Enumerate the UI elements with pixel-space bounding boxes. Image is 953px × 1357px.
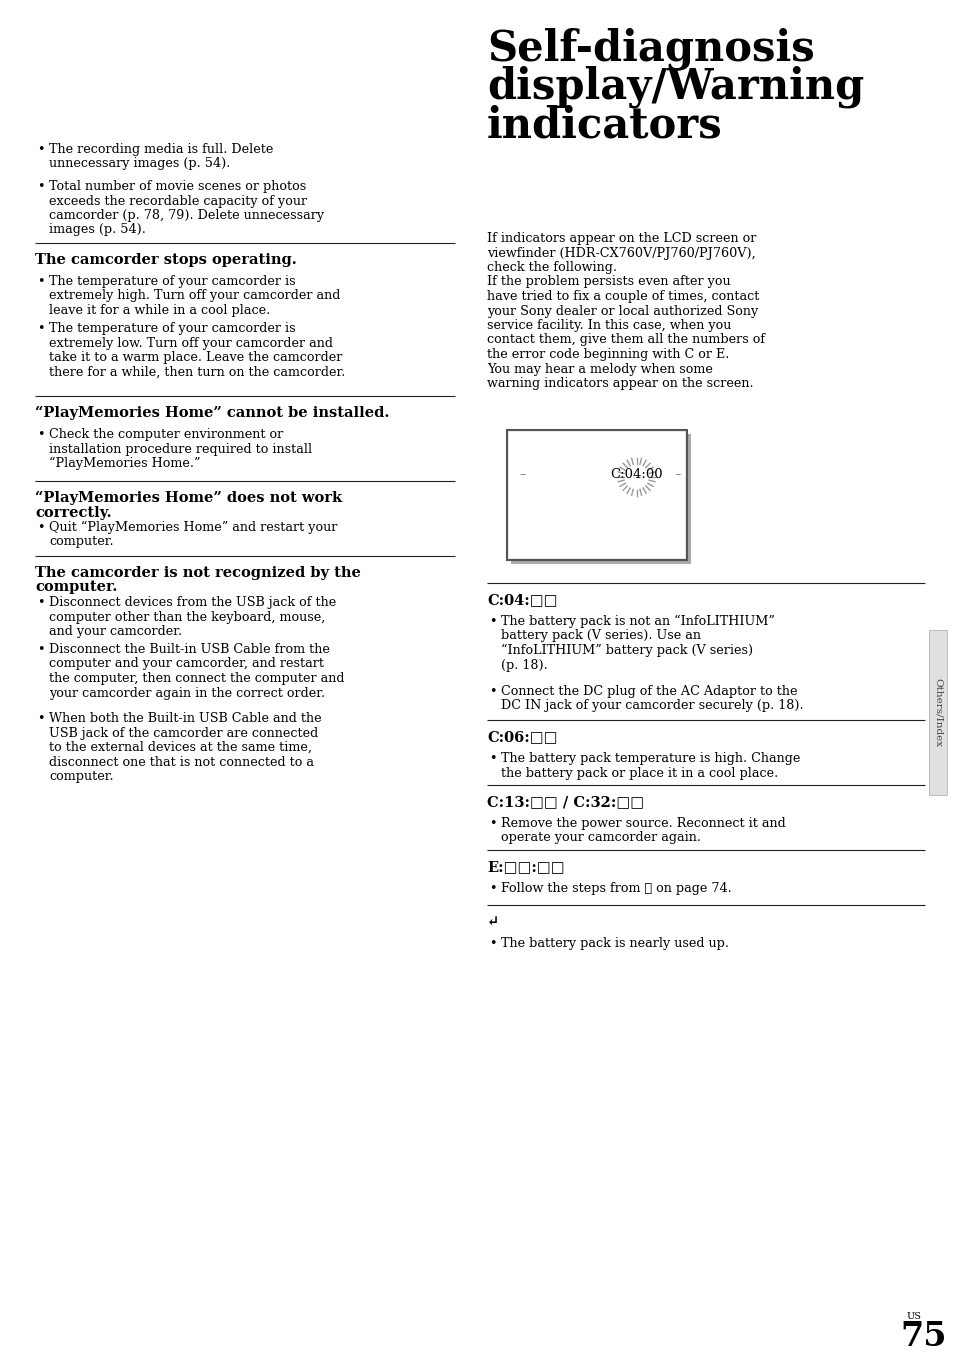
Text: US: US xyxy=(906,1312,921,1320)
Text: correctly.: correctly. xyxy=(35,506,112,520)
Text: When both the Built-in USB Cable and the: When both the Built-in USB Cable and the xyxy=(49,712,321,725)
Text: Disconnect devices from the USB jack of the: Disconnect devices from the USB jack of … xyxy=(49,596,335,609)
Text: •: • xyxy=(37,275,45,288)
Text: extremely high. Turn off your camcorder and: extremely high. Turn off your camcorder … xyxy=(49,289,340,303)
Text: computer.: computer. xyxy=(35,581,117,594)
Text: there for a while, then turn on the camcorder.: there for a while, then turn on the camc… xyxy=(49,365,345,379)
Text: the battery pack or place it in a cool place.: the battery pack or place it in a cool p… xyxy=(500,767,778,779)
Text: your camcorder again in the correct order.: your camcorder again in the correct orde… xyxy=(49,687,325,699)
Text: C:06:□□: C:06:□□ xyxy=(486,730,557,744)
Text: “InfoLITHIUM” battery pack (V series): “InfoLITHIUM” battery pack (V series) xyxy=(500,645,752,657)
Text: •: • xyxy=(37,180,45,193)
Text: Quit “PlayMemories Home” and restart your: Quit “PlayMemories Home” and restart you… xyxy=(49,521,337,535)
Text: –: – xyxy=(674,468,680,482)
Text: •: • xyxy=(489,615,496,628)
Text: and your camcorder.: and your camcorder. xyxy=(49,626,182,638)
Text: the computer, then connect the computer and: the computer, then connect the computer … xyxy=(49,672,344,685)
Text: The battery pack temperature is high. Change: The battery pack temperature is high. Ch… xyxy=(500,752,800,765)
Text: Others/Index: Others/Index xyxy=(933,678,942,748)
Text: •: • xyxy=(37,427,45,441)
Text: C:04:□□: C:04:□□ xyxy=(486,593,557,607)
Text: •: • xyxy=(489,685,496,697)
Text: “PlayMemories Home.”: “PlayMemories Home.” xyxy=(49,457,200,471)
Text: computer other than the keyboard, mouse,: computer other than the keyboard, mouse, xyxy=(49,611,325,623)
Text: computer.: computer. xyxy=(49,769,113,783)
Text: take it to a warm place. Leave the camcorder: take it to a warm place. Leave the camco… xyxy=(49,351,342,364)
Text: The camcorder stops operating.: The camcorder stops operating. xyxy=(35,252,296,267)
Text: indicators: indicators xyxy=(486,104,722,147)
Text: leave it for a while in a cool place.: leave it for a while in a cool place. xyxy=(49,304,270,318)
Text: to the external devices at the same time,: to the external devices at the same time… xyxy=(49,741,312,754)
Text: The camcorder is not recognized by the: The camcorder is not recognized by the xyxy=(35,566,360,579)
Text: operate your camcorder again.: operate your camcorder again. xyxy=(500,832,700,844)
Text: 75: 75 xyxy=(899,1320,945,1353)
Text: C:13:□□ / C:32:□□: C:13:□□ / C:32:□□ xyxy=(486,795,643,809)
Text: The battery pack is nearly used up.: The battery pack is nearly used up. xyxy=(500,936,728,950)
Text: “PlayMemories Home” does not work: “PlayMemories Home” does not work xyxy=(35,491,342,505)
Text: Self-diagnosis: Self-diagnosis xyxy=(486,28,814,71)
Text: (p. 18).: (p. 18). xyxy=(500,658,547,672)
Text: The battery pack is not an “InfoLITHIUM”: The battery pack is not an “InfoLITHIUM” xyxy=(500,615,774,628)
Text: computer and your camcorder, and restart: computer and your camcorder, and restart xyxy=(49,658,324,670)
Text: •: • xyxy=(489,882,496,896)
Bar xyxy=(509,432,684,558)
Text: your Sony dealer or local authorized Sony: your Sony dealer or local authorized Son… xyxy=(486,304,758,318)
Text: ↵: ↵ xyxy=(486,915,498,930)
Text: •: • xyxy=(489,817,496,830)
Text: If the problem persists even after you: If the problem persists even after you xyxy=(486,275,730,289)
Text: Disconnect the Built-in USB Cable from the: Disconnect the Built-in USB Cable from t… xyxy=(49,643,330,655)
Text: “PlayMemories Home” cannot be installed.: “PlayMemories Home” cannot be installed. xyxy=(35,406,389,421)
Text: •: • xyxy=(37,712,45,725)
Text: service facility. In this case, when you: service facility. In this case, when you xyxy=(486,319,731,332)
Text: •: • xyxy=(37,142,45,156)
Text: DC IN jack of your camcorder securely (p. 18).: DC IN jack of your camcorder securely (p… xyxy=(500,699,802,712)
Text: E:□□:□□: E:□□:□□ xyxy=(486,860,564,874)
Text: camcorder (p. 78, 79). Delete unnecessary: camcorder (p. 78, 79). Delete unnecessar… xyxy=(49,209,324,223)
Text: warning indicators appear on the screen.: warning indicators appear on the screen. xyxy=(486,377,753,389)
Text: The temperature of your camcorder is: The temperature of your camcorder is xyxy=(49,322,295,335)
Text: USB jack of the camcorder are connected: USB jack of the camcorder are connected xyxy=(49,726,318,740)
Text: •: • xyxy=(37,643,45,655)
Text: The temperature of your camcorder is: The temperature of your camcorder is xyxy=(49,275,295,288)
Text: the error code beginning with C or E.: the error code beginning with C or E. xyxy=(486,347,729,361)
Text: exceeds the recordable capacity of your: exceeds the recordable capacity of your xyxy=(49,194,307,208)
Text: Follow the steps from Ⓐ on page 74.: Follow the steps from Ⓐ on page 74. xyxy=(500,882,731,896)
Text: contact them, give them all the numbers of: contact them, give them all the numbers … xyxy=(486,334,764,346)
Bar xyxy=(506,430,686,560)
Text: C:04:00: C:04:00 xyxy=(610,468,662,482)
Text: have tried to fix a couple of times, contact: have tried to fix a couple of times, con… xyxy=(486,290,759,303)
Text: extremely low. Turn off your camcorder and: extremely low. Turn off your camcorder a… xyxy=(49,337,333,350)
Text: Remove the power source. Reconnect it and: Remove the power source. Reconnect it an… xyxy=(500,817,785,830)
Text: unnecessary images (p. 54).: unnecessary images (p. 54). xyxy=(49,157,230,171)
Text: display/Warning: display/Warning xyxy=(486,66,863,109)
Text: If indicators appear on the LCD screen or: If indicators appear on the LCD screen o… xyxy=(486,232,756,246)
Text: battery pack (V series). Use an: battery pack (V series). Use an xyxy=(500,630,700,642)
Text: disconnect one that is not connected to a: disconnect one that is not connected to … xyxy=(49,756,314,768)
Text: •: • xyxy=(37,322,45,335)
Text: Connect the DC plug of the AC Adaptor to the: Connect the DC plug of the AC Adaptor to… xyxy=(500,685,797,697)
Text: You may hear a melody when some: You may hear a melody when some xyxy=(486,362,712,376)
Text: computer.: computer. xyxy=(49,536,113,548)
Text: check the following.: check the following. xyxy=(486,261,617,274)
Text: viewfinder (HDR-CX760V/PJ760/PJ760V),: viewfinder (HDR-CX760V/PJ760/PJ760V), xyxy=(486,247,755,259)
Text: The recording media is full. Delete: The recording media is full. Delete xyxy=(49,142,274,156)
Text: •: • xyxy=(489,936,496,950)
Text: Check the computer environment or: Check the computer environment or xyxy=(49,427,283,441)
Text: –: – xyxy=(518,468,525,482)
Bar xyxy=(511,434,690,565)
Bar xyxy=(928,630,946,795)
Text: •: • xyxy=(37,596,45,609)
Text: images (p. 54).: images (p. 54). xyxy=(49,224,146,236)
Text: Total number of movie scenes or photos: Total number of movie scenes or photos xyxy=(49,180,306,193)
Text: •: • xyxy=(489,752,496,765)
Text: installation procedure required to install: installation procedure required to insta… xyxy=(49,442,312,456)
Text: •: • xyxy=(37,521,45,535)
